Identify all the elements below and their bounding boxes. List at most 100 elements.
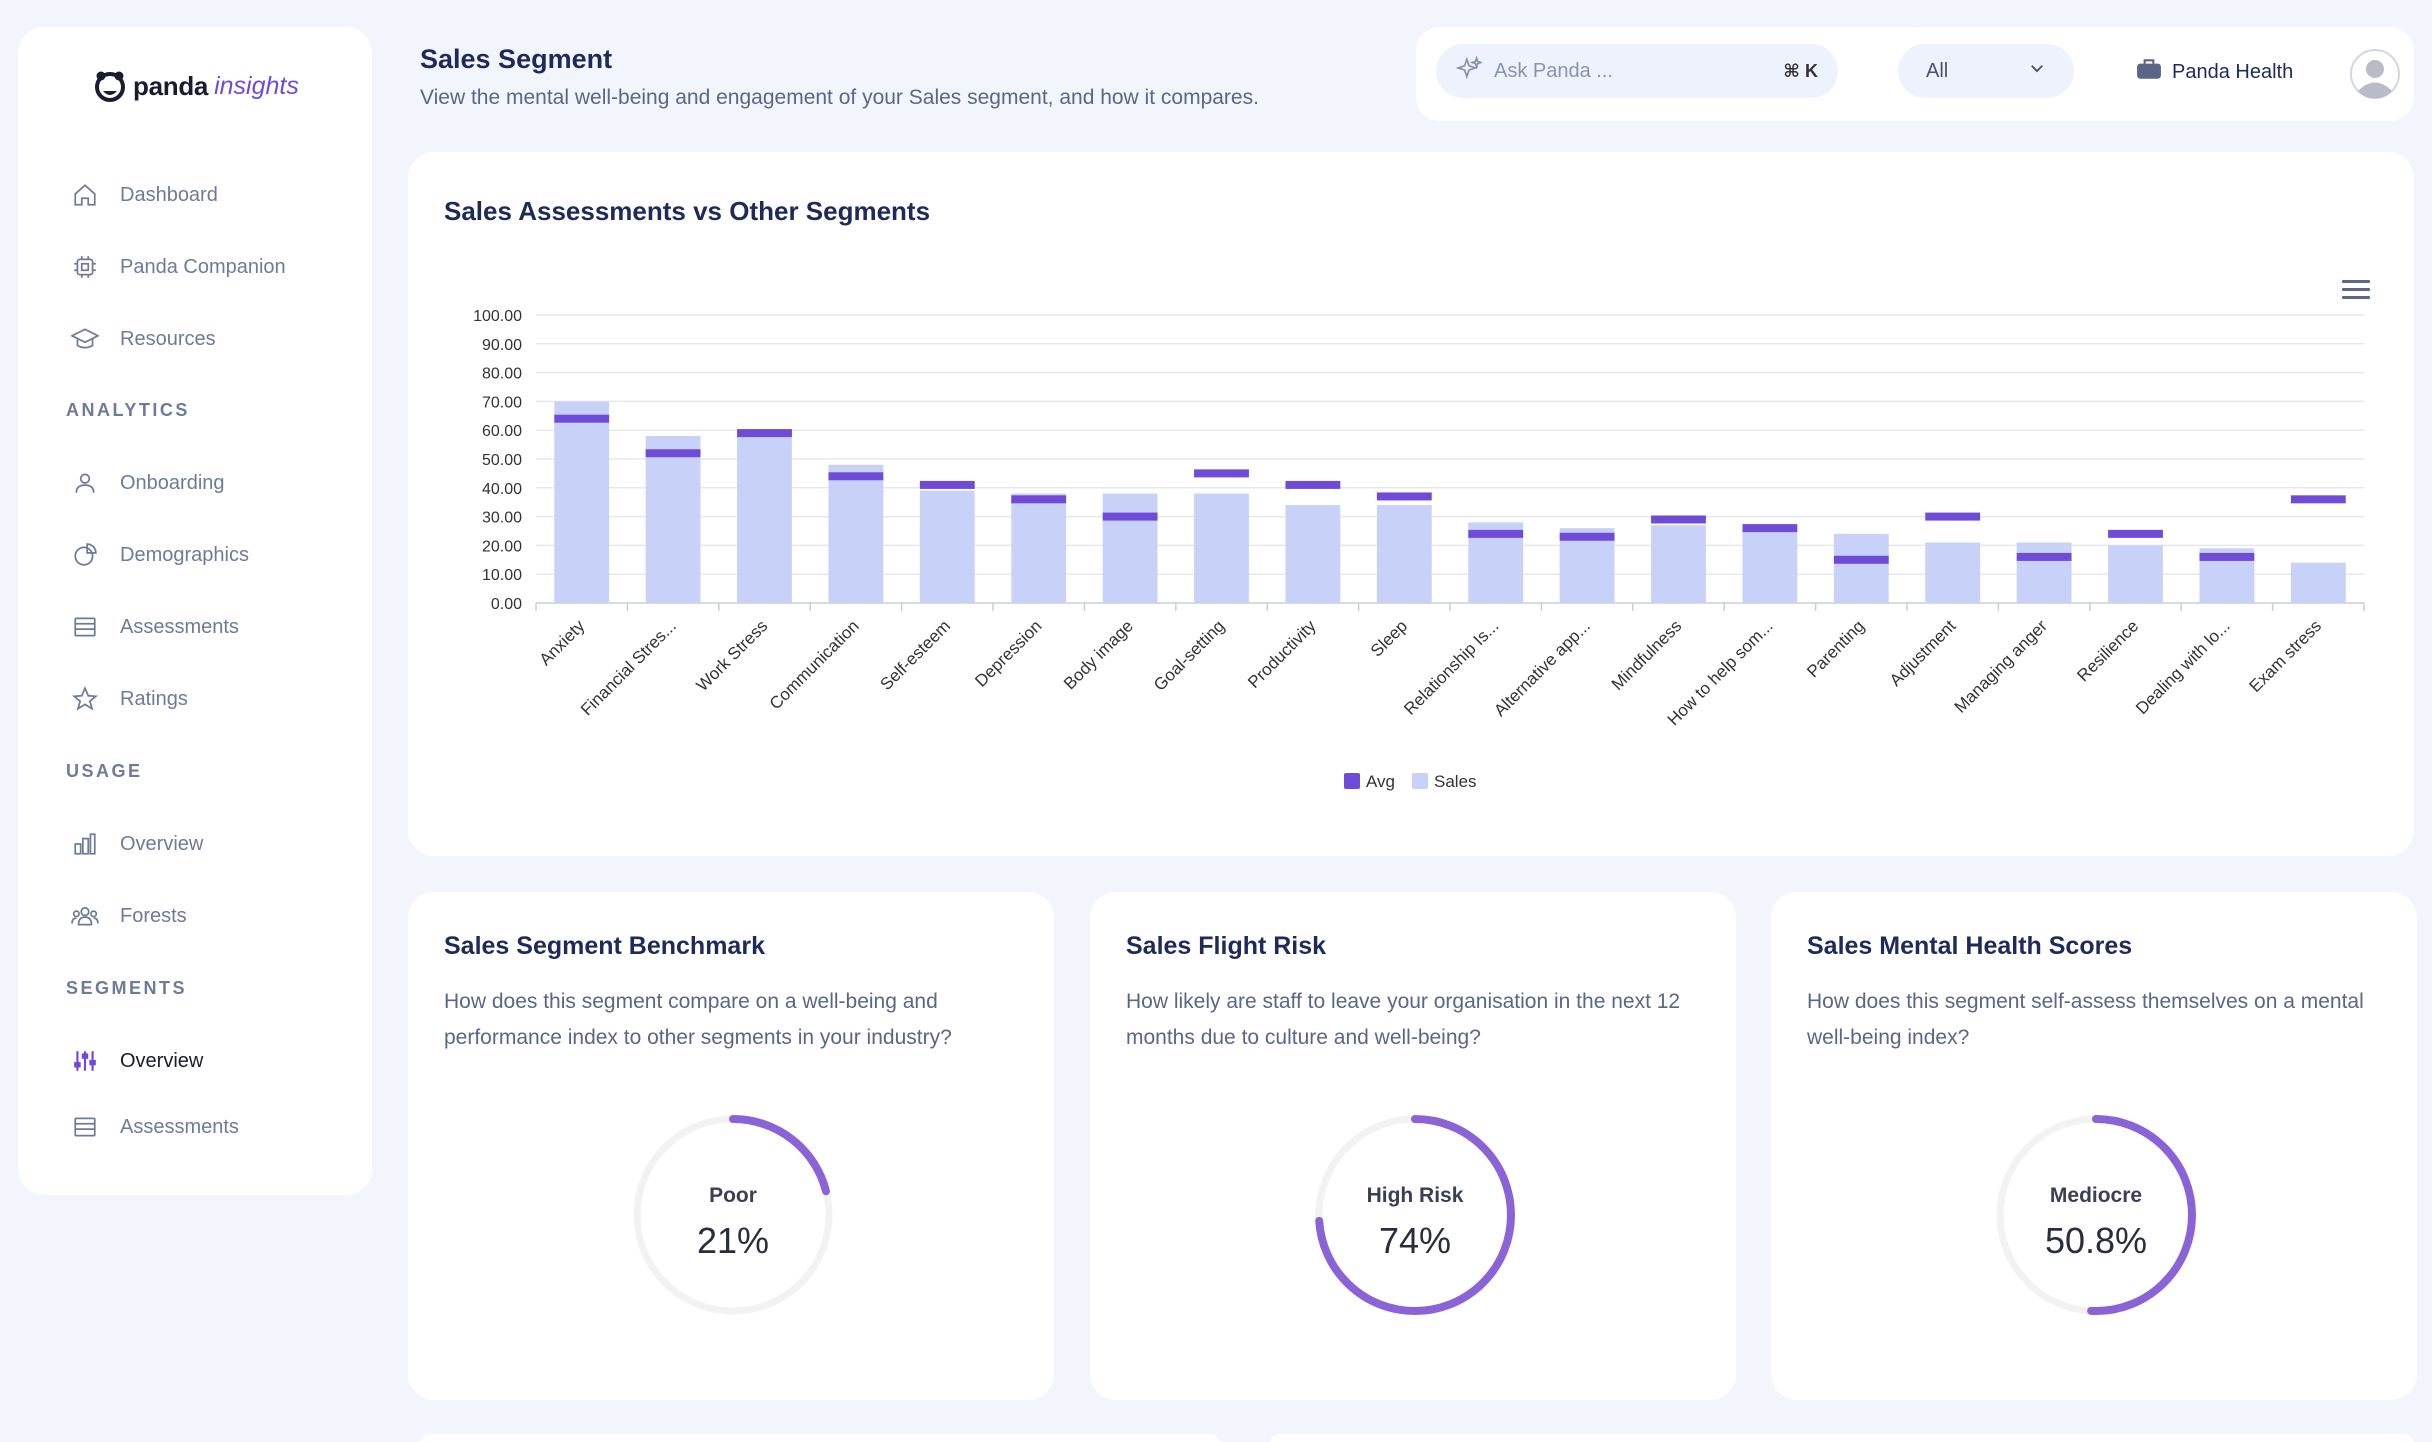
bar-sales bbox=[1285, 505, 1341, 603]
marker-avg bbox=[2199, 552, 2255, 561]
sidebar: panda insights Dashboard Panda Companion… bbox=[18, 27, 372, 1195]
marker-avg bbox=[645, 449, 701, 458]
chip-icon bbox=[70, 252, 100, 282]
card-title: Sales Flight Risk bbox=[1126, 932, 1327, 960]
section-segments: SEGMENTS bbox=[66, 978, 188, 998]
x-tick-label: Exam stress bbox=[2246, 616, 2326, 696]
group-icon bbox=[70, 901, 100, 931]
list-icon bbox=[70, 612, 100, 642]
brand-name: panda bbox=[133, 70, 209, 101]
segment-filter-select[interactable]: All bbox=[1898, 44, 2074, 98]
gauge-value: 50.8% bbox=[2044, 1220, 2148, 1261]
x-tick-label: Resilience bbox=[2073, 616, 2142, 685]
marker-avg bbox=[1651, 515, 1706, 524]
page-subtitle: View the mental well-being and engagemen… bbox=[420, 86, 1259, 109]
nav-usage-overview[interactable]: Overview bbox=[70, 824, 350, 864]
bar-sales bbox=[1376, 505, 1432, 603]
bar-chart: 0.00 10.00 20.00 30.00 40.00 50.00 60.00 70.00 8… bbox=[473, 308, 2365, 791]
legend-swatch-avg bbox=[1344, 773, 1360, 789]
gauge-status: High Risk bbox=[1366, 1184, 1464, 1207]
mental-health-card: Sales Mental Health Scores How does this… bbox=[1771, 892, 2417, 1400]
assessments-chart-card: Sales Assessments vs Other Segments 0.00… bbox=[408, 152, 2414, 856]
y-tick-label: 100.00 bbox=[473, 308, 522, 325]
section-usage: USAGE bbox=[66, 761, 143, 781]
graduation-cap-icon bbox=[70, 324, 100, 354]
marker-avg bbox=[2016, 552, 2072, 561]
star-icon bbox=[70, 684, 100, 714]
x-tick-label: Mindfulness bbox=[1608, 616, 1686, 694]
list-icon bbox=[70, 1112, 100, 1142]
x-tick-label: Goal-setting bbox=[1150, 616, 1228, 694]
gauge-value: 74% bbox=[1378, 1220, 1452, 1261]
card-title: Sales Mental Health Scores bbox=[1807, 932, 2133, 960]
chevron-down-icon bbox=[2028, 59, 2046, 83]
home-icon bbox=[70, 180, 100, 210]
marker-avg bbox=[2108, 529, 2163, 538]
brand-logo[interactable]: panda insights bbox=[93, 63, 299, 109]
legend-label-avg: Avg bbox=[1366, 772, 1395, 791]
y-tick-label: 20.00 bbox=[482, 538, 522, 555]
nav-label: Resources bbox=[120, 327, 216, 350]
nav-label: Overview bbox=[120, 832, 204, 855]
x-tick-label: Productivity bbox=[1244, 616, 1320, 692]
bar-sales bbox=[919, 490, 975, 603]
marker-avg bbox=[1194, 469, 1249, 478]
avatar[interactable] bbox=[2350, 49, 2400, 99]
card-description: How does this segment compare on a well-… bbox=[444, 990, 952, 1049]
bar-sales bbox=[1742, 531, 1798, 603]
gauge-ring bbox=[1315, 1115, 1515, 1315]
marker-avg bbox=[1742, 524, 1798, 533]
top-bar: ⌘ K All Panda Health bbox=[1416, 27, 2414, 121]
y-tick-label: 0.00 bbox=[491, 596, 522, 613]
nav-onboarding[interactable]: Onboarding bbox=[70, 463, 350, 503]
y-tick-label: 70.00 bbox=[482, 394, 522, 411]
gauge-value: 21% bbox=[696, 1220, 770, 1261]
nav-label: Overview bbox=[120, 1049, 204, 1072]
search-input[interactable] bbox=[1494, 59, 1764, 83]
nav-ratings[interactable]: Ratings bbox=[70, 679, 350, 719]
benchmark-gauge: Poor 21% bbox=[628, 1110, 838, 1320]
marker-avg bbox=[1468, 529, 1524, 538]
card-description: How likely are staff to leave your organ… bbox=[1126, 990, 1681, 1049]
x-tick-label: Self-esteem bbox=[877, 616, 955, 694]
nav-segments-overview[interactable]: Overview bbox=[70, 1041, 350, 1081]
x-tick-label: Communication bbox=[766, 616, 863, 713]
nav-label: Onboarding bbox=[120, 471, 225, 494]
chart-menu-icon[interactable] bbox=[2342, 280, 2370, 300]
bar-sales bbox=[1011, 493, 1067, 603]
x-tick-label: Relationship Is... bbox=[1400, 616, 1502, 718]
legend-swatch-sales bbox=[1412, 773, 1428, 789]
x-tick-label: Financial Stres... bbox=[577, 616, 680, 719]
bar-sales bbox=[2108, 545, 2163, 603]
nav-panda-companion[interactable]: Panda Companion bbox=[70, 247, 350, 287]
org-selector[interactable]: Panda Health bbox=[2136, 57, 2293, 87]
x-tick-label: Dealing with lo... bbox=[2132, 616, 2234, 718]
x-tick-label: Depression bbox=[971, 616, 1045, 690]
gauge-ring bbox=[633, 1115, 833, 1315]
x-tick-label: Adjustment bbox=[1886, 616, 1960, 690]
bar-sales bbox=[2290, 562, 2346, 603]
nav-dashboard[interactable]: Dashboard bbox=[70, 175, 350, 215]
marker-avg bbox=[2290, 495, 2346, 504]
nav-demographics[interactable]: Demographics bbox=[70, 535, 350, 575]
nav-label: Demographics bbox=[120, 543, 249, 566]
marker-avg bbox=[737, 429, 792, 438]
marker-avg bbox=[1102, 512, 1158, 521]
nav-resources[interactable]: Resources bbox=[70, 319, 350, 359]
bar-sales bbox=[1651, 525, 1706, 603]
user-avatar-icon bbox=[2350, 49, 2400, 99]
nav-assessments[interactable]: Assessments bbox=[70, 607, 350, 647]
bar-sales bbox=[737, 435, 792, 603]
nav-segments-assessments[interactable]: Assessments bbox=[70, 1107, 350, 1147]
org-name: Panda Health bbox=[2172, 60, 2294, 83]
filter-value: All bbox=[1926, 59, 1949, 82]
marker-avg bbox=[1925, 512, 1981, 521]
ask-panda-search[interactable]: ⌘ K bbox=[1436, 44, 1838, 98]
marker-avg bbox=[1285, 480, 1341, 489]
gauge-status: Mediocre bbox=[2049, 1184, 2143, 1207]
nav-forests[interactable]: Forests bbox=[70, 896, 350, 936]
benchmark-card: Sales Segment Benchmark How does this se… bbox=[408, 892, 1054, 1400]
nav-label: Assessments bbox=[120, 1115, 239, 1138]
sparkle-icon bbox=[1455, 54, 1484, 87]
nav-label: Assessments bbox=[120, 615, 239, 638]
